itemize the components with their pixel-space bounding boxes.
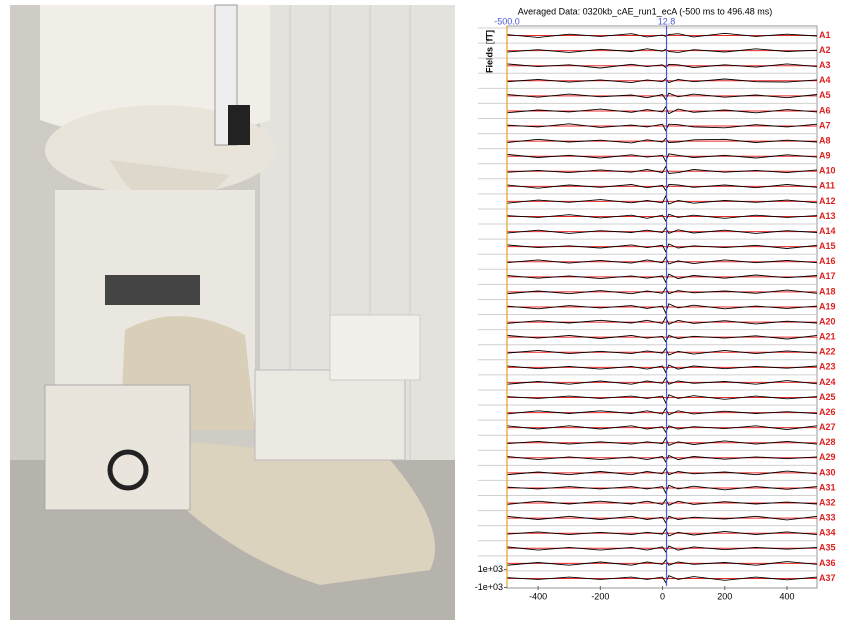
cursor-label: -500.0 (494, 16, 520, 26)
channel-label: A3 (819, 60, 831, 70)
side-bed (255, 370, 405, 460)
trace (507, 499, 817, 505)
channel-label: A33 (819, 513, 836, 523)
trace (507, 288, 817, 294)
trace (507, 426, 817, 432)
trace (507, 468, 817, 474)
x-tick-label: 0 (660, 591, 665, 601)
trace (507, 244, 817, 252)
channel-label: A32 (819, 497, 836, 507)
channel-label: A21 (819, 332, 836, 342)
trace (507, 438, 817, 446)
channel-label: A13 (819, 211, 836, 221)
channel-label: A16 (819, 256, 836, 266)
control-box (45, 385, 190, 510)
channel-label: A34 (819, 528, 836, 538)
trace (507, 560, 817, 565)
channel-label: A24 (819, 377, 836, 387)
channel-label: A18 (819, 286, 836, 296)
channel-label: A22 (819, 347, 836, 357)
x-tick-label: -400 (529, 591, 547, 601)
channel-label: A36 (819, 558, 836, 568)
channel-label: A9 (819, 151, 831, 161)
channel-label: A30 (819, 467, 836, 477)
trace (507, 124, 817, 131)
trace (507, 304, 817, 313)
page: {"chart_data": { "type": "stacked-traces… (0, 0, 853, 623)
trace (507, 185, 817, 191)
y-tick-label: 1e+03 (478, 564, 503, 574)
x-tick-label: 200 (717, 591, 732, 601)
y-axis-label: Fields [fT] (484, 30, 494, 73)
trace (507, 335, 817, 341)
channel-label: A29 (819, 452, 836, 462)
channel-label: A20 (819, 316, 836, 326)
channel-label: A5 (819, 90, 831, 100)
channel-label: A37 (819, 573, 836, 583)
trace (507, 167, 817, 174)
trace (507, 378, 817, 384)
channel-label: A35 (819, 543, 836, 553)
trace (507, 228, 817, 233)
channel-label: A27 (819, 422, 836, 432)
trace (507, 576, 817, 583)
channel-label: A25 (819, 392, 836, 402)
photo (10, 5, 455, 620)
trace (507, 409, 817, 415)
trace (507, 196, 817, 204)
channel-label: A1 (819, 30, 831, 40)
trace (507, 365, 817, 372)
trace (507, 456, 817, 462)
channel-label: A17 (819, 271, 836, 281)
trace (507, 154, 817, 161)
trace (507, 214, 817, 221)
channel-label: A11 (819, 181, 835, 191)
channel-label: A28 (819, 437, 836, 447)
trace (507, 257, 817, 264)
cursor-label: 12.8 (658, 16, 676, 26)
channel-label: A10 (819, 166, 836, 176)
channel-label: A15 (819, 241, 836, 251)
chart-title: Averaged Data: 0320kb_cAE_run1_ecA (-500… (518, 6, 773, 16)
trace (507, 485, 817, 493)
side-table (330, 315, 420, 380)
trace (507, 317, 817, 324)
trace (507, 395, 817, 403)
screen: Averaged Data: 0320kb_cAE_run1_ecA (-500… (0, 0, 853, 623)
channel-label: A7 (819, 120, 831, 130)
channel-label: A4 (819, 75, 831, 85)
arm-clamp (228, 105, 250, 145)
channel-label: A2 (819, 45, 831, 55)
trace (507, 274, 817, 282)
gantry-gap (105, 275, 200, 305)
channel-label: A31 (819, 482, 836, 492)
trace (507, 107, 817, 114)
channel-label: A12 (819, 196, 836, 206)
x-tick-label: 400 (779, 591, 794, 601)
trace (507, 546, 817, 552)
trace (507, 516, 817, 522)
channel-label: A23 (819, 362, 836, 372)
trace (507, 529, 817, 536)
channel-label: A8 (819, 135, 831, 145)
channel-label: A14 (819, 226, 836, 236)
y-tick-label: -1e+03 (475, 582, 503, 592)
channel-label: A26 (819, 407, 836, 417)
channel-label: A6 (819, 105, 831, 115)
channel-label: A19 (819, 301, 836, 311)
x-tick-label: -200 (591, 591, 609, 601)
